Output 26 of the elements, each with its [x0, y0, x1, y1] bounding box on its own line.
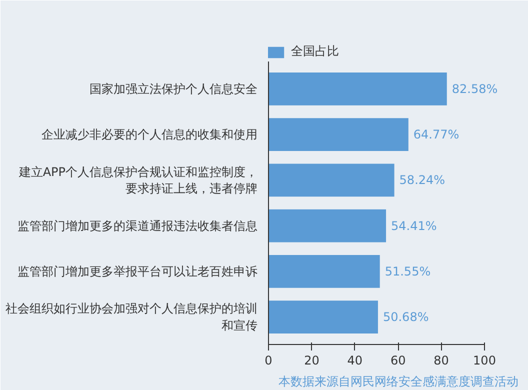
bar — [268, 118, 408, 151]
x-tick-label: 20 — [304, 354, 320, 368]
y-tick-label: 监管部门增加更多举报平台可以让老百姓申诉 — [18, 264, 258, 278]
text: 82.58% — [452, 82, 498, 96]
x-tick-label: 0 — [264, 354, 272, 368]
bar — [268, 72, 447, 106]
y-tick-label: 监管部门增加更多的渠道通报违法收集者信息 — [18, 218, 258, 233]
x-tick-label: 40 — [347, 354, 363, 368]
text: 51.55% — [384, 264, 431, 278]
y-tick-label: 建立APP个人信息保护合规认证和监控制度，要求持证上线，违者停牌 — [18, 164, 258, 196]
text: 54.41% — [391, 218, 437, 233]
y-tick-label: 企业减少非必要的个人信息的收集和使用 — [42, 128, 258, 142]
x-tick-label: 100 — [473, 354, 496, 368]
bar — [268, 164, 394, 197]
bar — [268, 209, 386, 242]
x-tick-label: 60 — [390, 354, 406, 368]
x-tick-label: 80 — [434, 354, 449, 368]
text: 58.24% — [399, 173, 446, 188]
y-tick-label: 国家加强立法保护个人信息安全 — [90, 82, 258, 96]
bar — [268, 300, 378, 334]
legend-label: 全国占比 — [291, 43, 339, 60]
text: 本数据来源自网民网络安全感满意度调查活动 — [278, 374, 518, 388]
text: 50.68% — [382, 310, 429, 324]
y-tick-label: 社会组织如行业协会加强对个人信息保护的培训和宣传 — [6, 302, 258, 333]
bar — [268, 255, 380, 288]
text: 64.77% — [413, 128, 460, 142]
